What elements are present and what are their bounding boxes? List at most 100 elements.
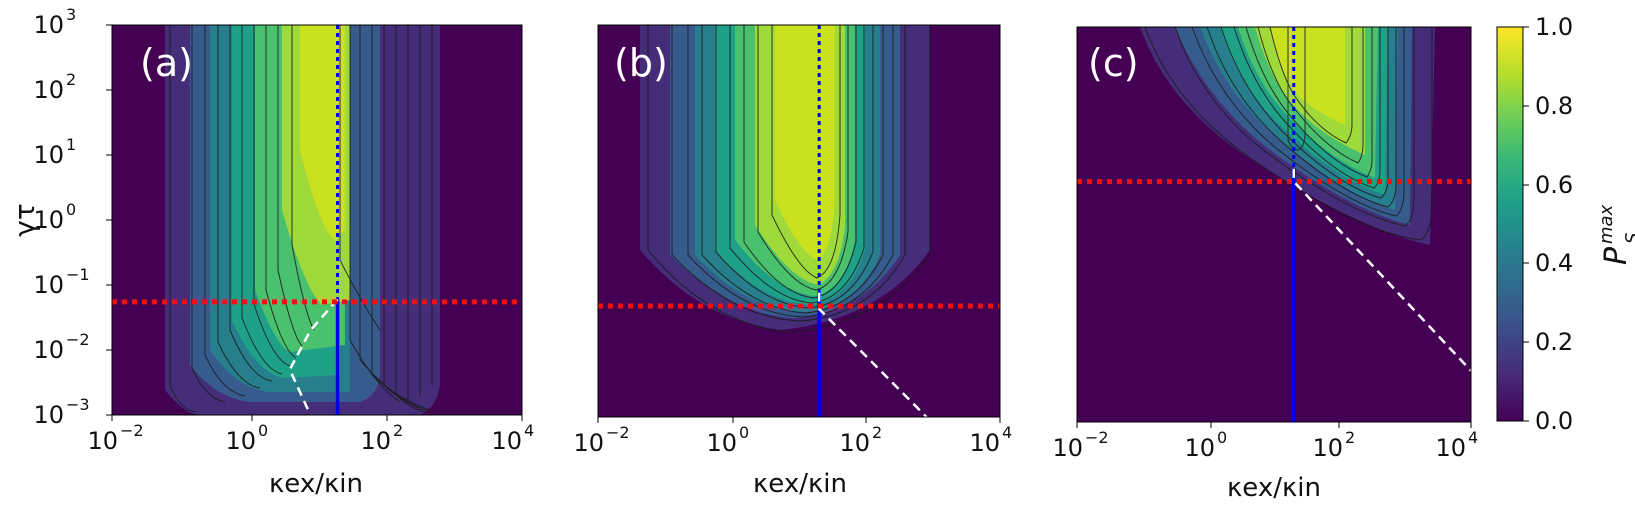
colorbar-tick-0.2: 0.2 [1523,328,1573,356]
y-axis-label: γτ [8,203,41,236]
svg-text:10: 10 [87,427,118,455]
panel-a-y-ticks: 10 3 10 2 10 1 10 0 10 −1 10 −2 10 −3 [33,5,112,429]
panel-c-white-dashed-line [1292,168,1471,372]
y-tick-1e-1: 10 −1 [33,265,112,299]
panel-c-x-ticks: 10 −2 10 0 10 2 10 4 [1052,422,1478,462]
svg-text:1: 1 [66,135,76,154]
colorbar-tick-0.0: 0.0 [1523,407,1573,435]
panel-a-label: (a) [140,41,193,85]
panel-b-frame [597,24,1001,418]
colorbar: 1.0 0.8 0.6 0.4 0.2 0.0 P max S [1496,13,1635,435]
panel-c-label: (c) [1088,41,1139,85]
colorbar-tick-1.0: 1.0 [1523,13,1573,41]
x-tick-1e-2: 10 −2 [87,415,144,455]
panel-b: (b) 10 −2 10 0 10 2 10 4 κex/κin [573,24,1012,499]
x-tick-1e4: 10 4 [491,415,534,455]
svg-text:2: 2 [66,70,76,89]
panel-a: (a) 10 3 10 2 10 1 10 0 10 −1 10 −2 10 −3 10 −2 … [8,5,534,499]
x-tick-1e-2: 10 −2 [573,417,630,457]
colorbar-ticks: 1.0 0.8 0.6 0.4 0.2 0.0 [1523,13,1573,435]
svg-text:10: 10 [360,427,391,455]
x-tick-1e0: 10 0 [225,415,268,455]
colorbar-label-base: P [1599,246,1634,265]
svg-text:2: 2 [872,423,882,442]
svg-text:0.2: 0.2 [1535,328,1573,356]
svg-text:0: 0 [258,421,268,440]
svg-text:10: 10 [1435,434,1466,462]
panel-b-label: (b) [614,41,668,85]
x-tick-1e0: 10 0 [706,417,749,457]
svg-text:−3: −3 [66,395,90,414]
svg-text:0.6: 0.6 [1535,171,1573,199]
svg-text:10: 10 [225,427,256,455]
colorbar-tick-0.6: 0.6 [1523,171,1573,199]
panel-c-heatmap [1077,27,1471,422]
svg-text:1.0: 1.0 [1535,13,1573,41]
svg-text:−1: −1 [66,265,90,284]
x-tick-1e2: 10 2 [360,415,403,455]
svg-text:0: 0 [1217,428,1227,447]
svg-text:0: 0 [66,200,76,219]
y-tick-1e-2: 10 −2 [33,330,112,364]
panel-b-heatmap [598,25,1000,417]
svg-text:−2: −2 [66,330,90,349]
x-tick-1e0: 10 0 [1184,422,1227,462]
panel-a-white-dashed-line [288,298,339,415]
panel-c-x-axis-label: κex/κin [1227,473,1321,503]
svg-text:0.8: 0.8 [1535,92,1573,120]
x-tick-1e4: 10 4 [1435,422,1478,462]
svg-text:0: 0 [739,423,749,442]
svg-text:10: 10 [33,11,64,39]
colorbar-label-sup: max [1596,204,1617,244]
y-tick-1e0: 10 0 [33,200,112,234]
panel-b-x-ticks: 10 −2 10 0 10 2 10 4 [573,417,1012,457]
svg-text:0.4: 0.4 [1535,249,1573,277]
panel-a-x-ticks: 10 −2 10 0 10 2 10 4 [87,415,534,455]
x-tick-1e2: 10 2 [839,417,882,457]
svg-text:4: 4 [524,421,534,440]
svg-text:10: 10 [1052,434,1083,462]
svg-text:10: 10 [573,429,604,457]
svg-text:−2: −2 [1085,428,1109,447]
panel-b-x-axis-label: κex/κin [753,469,847,499]
svg-text:4: 4 [1002,423,1012,442]
x-tick-1e4: 10 4 [969,417,1012,457]
svg-text:10: 10 [1312,434,1343,462]
colorbar-gradient [1497,27,1523,421]
panel-c: (c) 10 −2 10 0 10 2 10 4 κex/κin [1052,26,1478,503]
y-tick-1e-3: 10 −3 [33,395,112,429]
svg-text:10: 10 [706,429,737,457]
svg-text:−2: −2 [606,423,630,442]
y-tick-1e1: 10 1 [33,135,112,169]
svg-text:10: 10 [33,141,64,169]
svg-text:10: 10 [33,336,64,364]
svg-text:10: 10 [1184,434,1215,462]
panel-a-heatmap [112,25,522,415]
panel-b-white-dashed-line [817,292,928,417]
y-tick-1e3: 10 3 [33,5,112,39]
colorbar-label: P max S [1596,204,1635,265]
svg-text:2: 2 [1345,428,1355,447]
panel-a-x-axis-label: κex/κin [269,469,363,499]
panel-c-frame [1076,26,1472,423]
colorbar-label-sub: S [1622,233,1635,244]
svg-text:0.0: 0.0 [1535,407,1573,435]
svg-text:10: 10 [839,429,870,457]
svg-text:4: 4 [1468,428,1478,447]
colorbar-tick-0.8: 0.8 [1523,92,1573,120]
x-tick-1e-2: 10 −2 [1052,422,1109,462]
colorbar-tick-0.4: 0.4 [1523,249,1573,277]
svg-text:10: 10 [33,76,64,104]
svg-text:10: 10 [969,429,1000,457]
x-tick-1e2: 10 2 [1312,422,1355,462]
svg-text:3: 3 [66,5,76,24]
svg-text:2: 2 [393,421,403,440]
svg-text:10: 10 [33,271,64,299]
svg-text:10: 10 [33,206,64,234]
svg-text:−2: −2 [120,421,144,440]
y-tick-1e2: 10 2 [33,70,112,104]
colorbar-frame [1496,26,1524,422]
svg-text:10: 10 [491,427,522,455]
panel-a-contours [169,25,433,413]
